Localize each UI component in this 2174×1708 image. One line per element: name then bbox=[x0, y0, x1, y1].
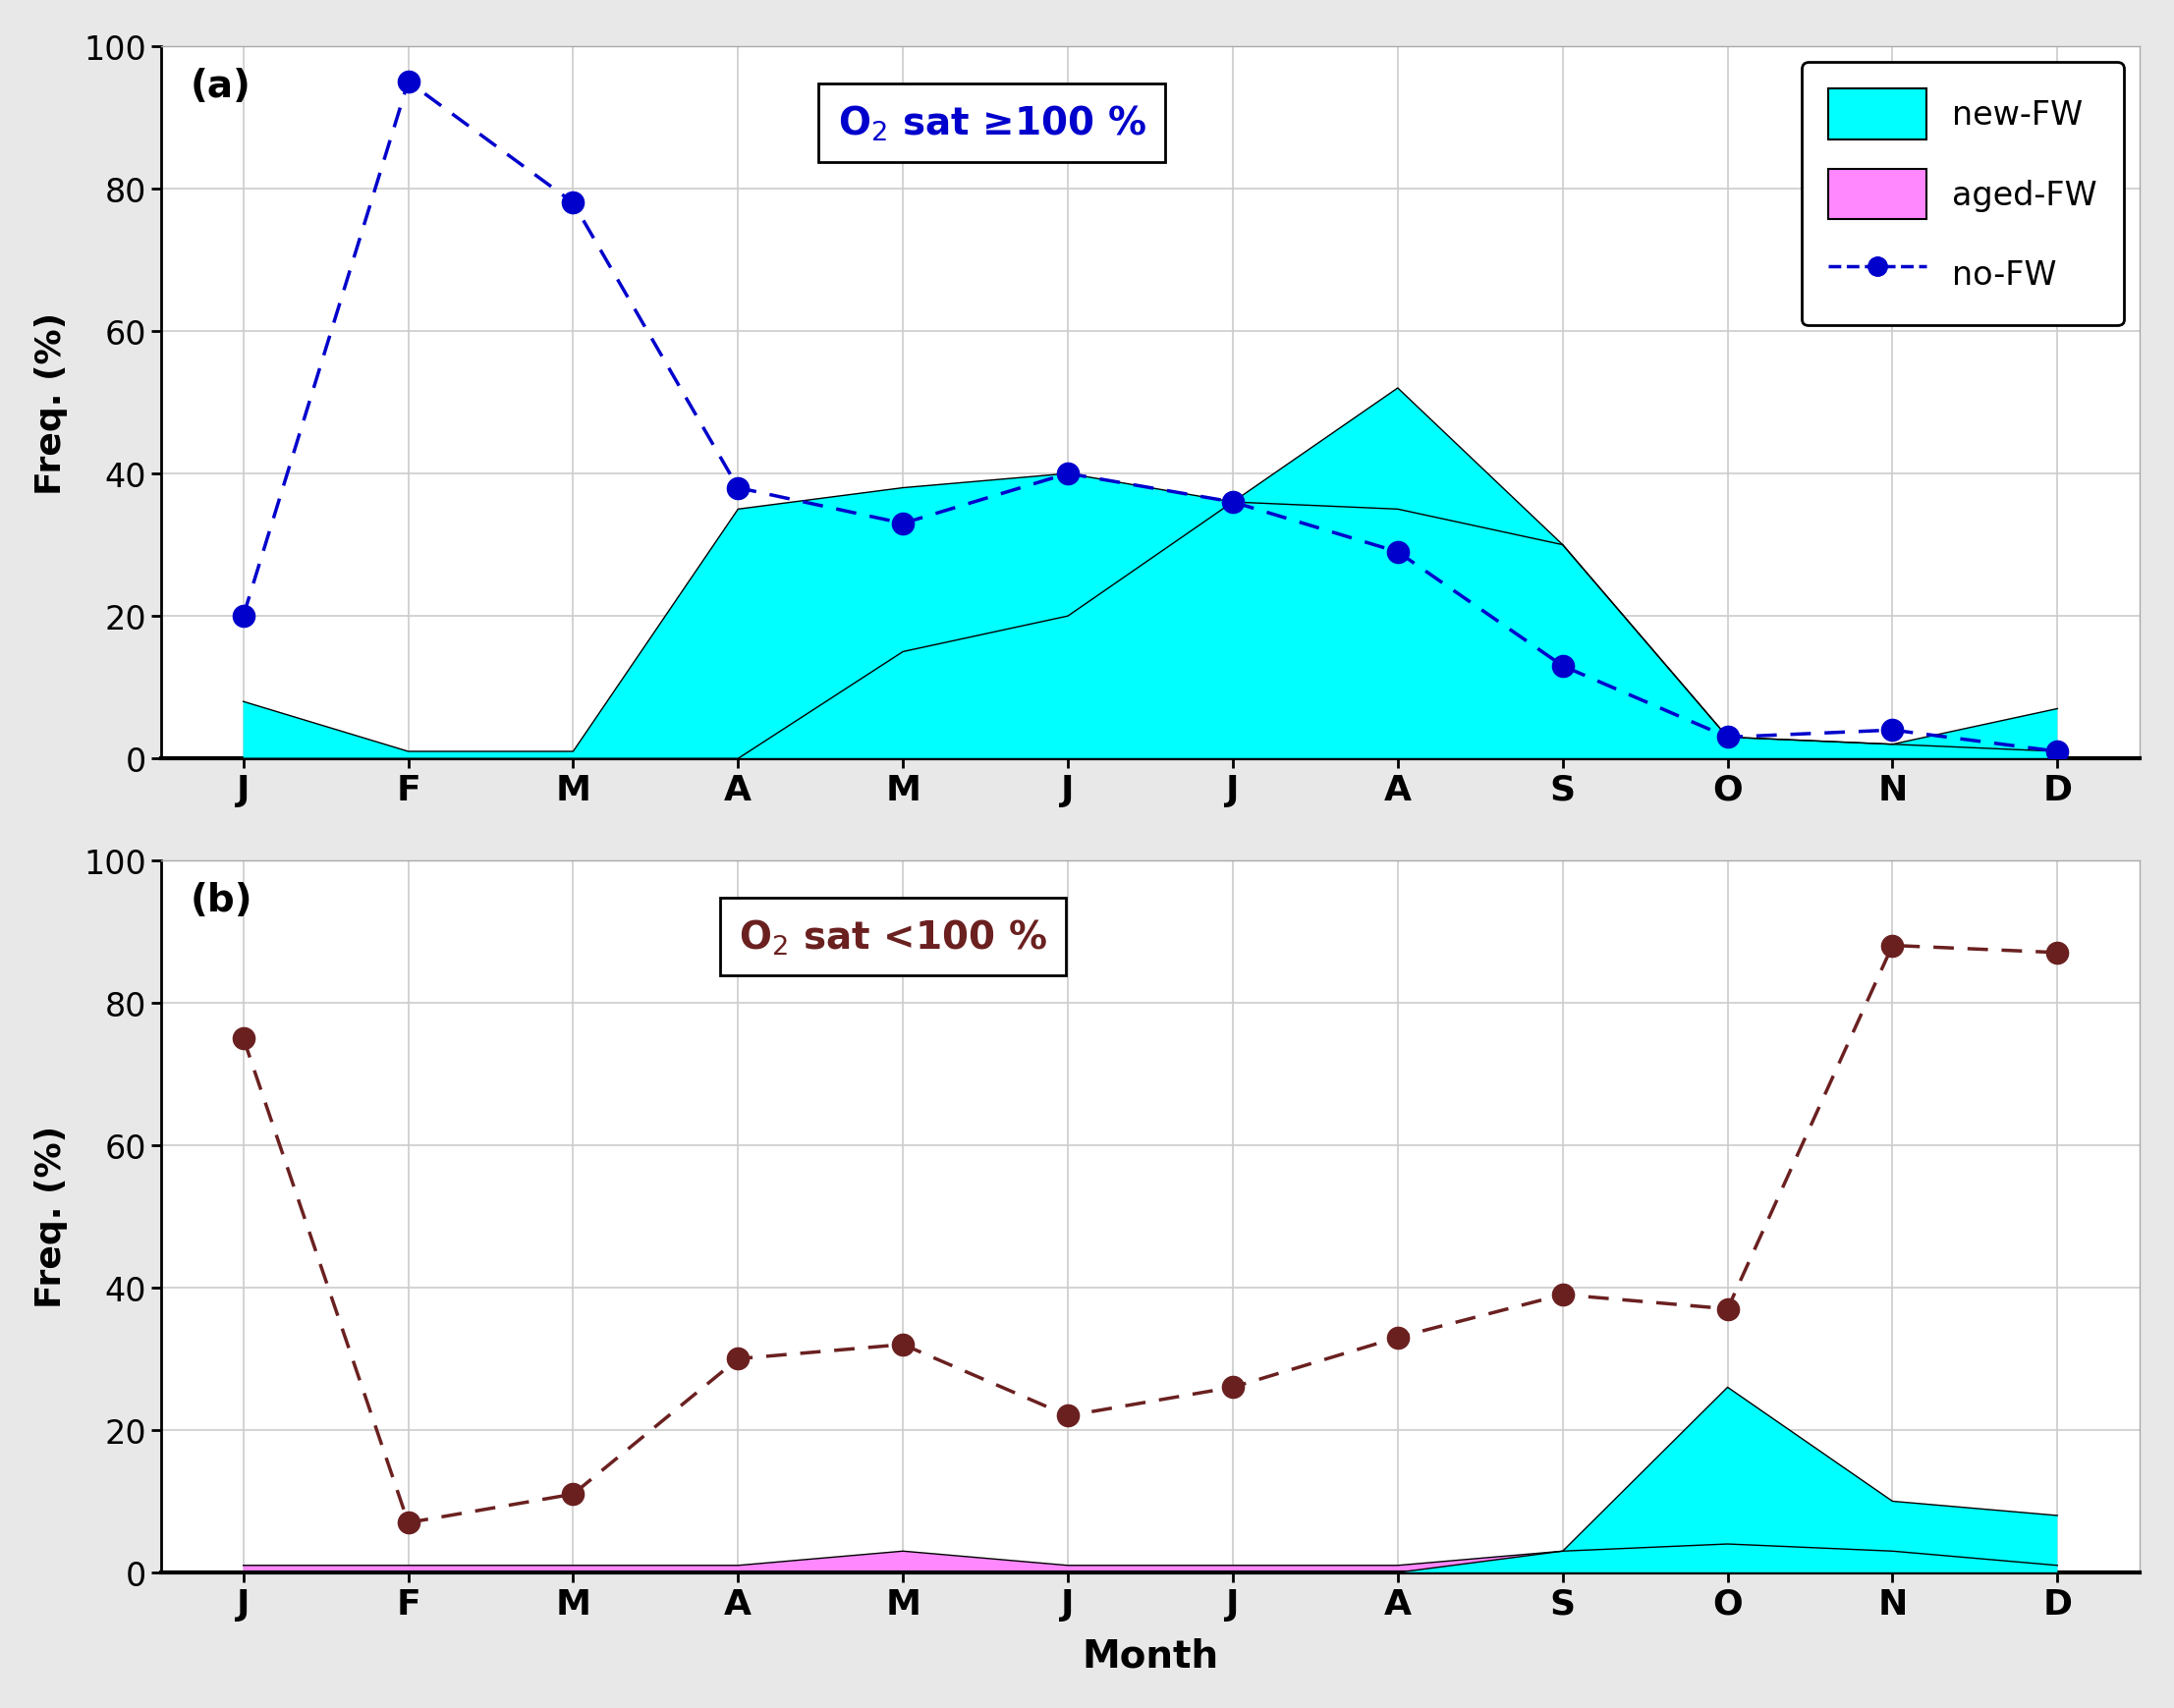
Text: O$_2$ sat <100 %: O$_2$ sat <100 % bbox=[739, 917, 1048, 956]
Y-axis label: Freq. (%): Freq. (%) bbox=[35, 311, 67, 494]
Text: (a): (a) bbox=[191, 68, 252, 106]
Legend: new-FW, aged-FW, no-FW: new-FW, aged-FW, no-FW bbox=[1802, 63, 2124, 326]
X-axis label: Month: Month bbox=[1083, 1636, 1220, 1674]
Y-axis label: Freq. (%): Freq. (%) bbox=[35, 1126, 67, 1308]
Text: (b): (b) bbox=[191, 881, 252, 919]
Text: O$_2$ sat ≥100 %: O$_2$ sat ≥100 % bbox=[837, 104, 1146, 143]
